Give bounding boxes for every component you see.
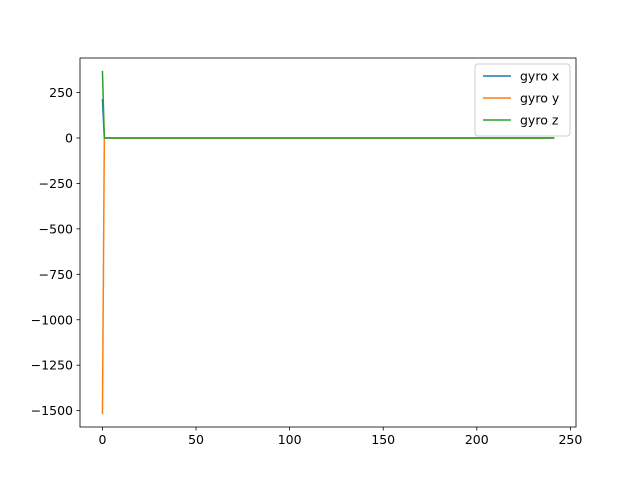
series-layer <box>101 70 555 415</box>
y-tick-label: −1500 <box>31 403 73 418</box>
axes-layer: 0 50 100 150 200 250 250 0 −250 −500 −750 −1000 −125… <box>31 57 582 447</box>
series-line-gyro-z <box>101 70 555 139</box>
legend-box <box>474 63 571 137</box>
y-tick-label: −500 <box>39 221 73 236</box>
x-tick-label: 200 <box>465 432 489 447</box>
y-tick-label: 0 <box>65 130 73 145</box>
y-tick-label: 250 <box>49 85 73 100</box>
legend-label-gyro-y: gyro y <box>520 91 560 106</box>
x-tick-label: 50 <box>188 432 204 447</box>
legend: gyro x gyro y gyro z <box>474 63 571 137</box>
x-tick-label: 150 <box>371 432 395 447</box>
y-tick-label: −1000 <box>31 312 73 327</box>
y-tick-label: −250 <box>39 176 73 191</box>
legend-label-gyro-z: gyro z <box>520 113 559 128</box>
x-tick-label: 100 <box>278 432 302 447</box>
y-tick-label: −1250 <box>31 358 73 373</box>
axes-frame <box>79 57 577 428</box>
series-line-gyro-y <box>101 137 555 415</box>
legend-label-gyro-x: gyro x <box>520 69 559 84</box>
x-tick-label: 0 <box>98 432 106 447</box>
y-tick-label: −750 <box>39 267 73 282</box>
x-tick-label: 250 <box>558 432 582 447</box>
